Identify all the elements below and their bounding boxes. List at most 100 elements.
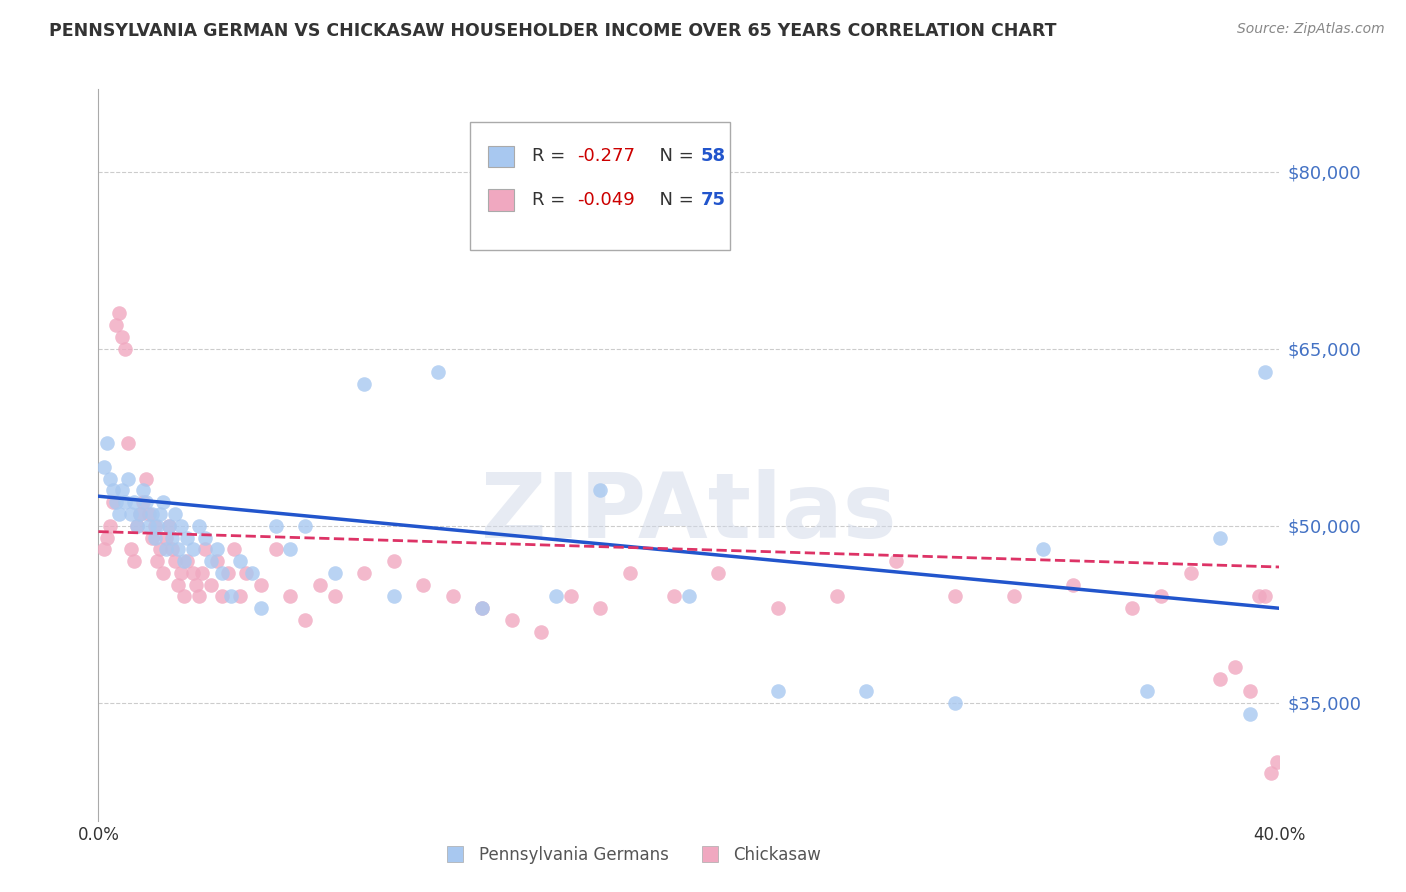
Text: ZIPAtlas: ZIPAtlas	[481, 469, 897, 558]
Point	[98, 518, 121, 533]
Point	[353, 566, 375, 580]
Point	[135, 495, 157, 509]
Point	[167, 542, 190, 557]
Point	[235, 566, 257, 580]
Point	[184, 577, 207, 591]
Point	[1260, 766, 1282, 780]
Point	[162, 542, 183, 557]
Point	[194, 542, 217, 557]
Text: PENNSYLVANIA GERMAN VS CHICKASAW HOUSEHOLDER INCOME OVER 65 YEARS CORRELATION CH: PENNSYLVANIA GERMAN VS CHICKASAW HOUSEHO…	[49, 22, 1057, 40]
Point	[1254, 365, 1277, 379]
Point	[187, 518, 209, 533]
Point	[181, 542, 204, 557]
Point	[165, 507, 187, 521]
Point	[122, 554, 145, 568]
Point	[103, 483, 125, 498]
Point	[1209, 531, 1232, 545]
Point	[132, 483, 155, 498]
Point	[264, 518, 287, 533]
Point	[1002, 590, 1025, 604]
Point	[96, 531, 118, 545]
Point	[191, 566, 214, 580]
Point	[323, 590, 346, 604]
Point	[294, 518, 316, 533]
Point	[155, 542, 177, 557]
Point	[105, 495, 128, 509]
Point	[560, 590, 582, 604]
Point	[200, 577, 222, 591]
Text: 75: 75	[700, 192, 725, 210]
Bar	[488, 189, 515, 211]
Point	[200, 554, 222, 568]
Point	[125, 518, 148, 533]
Point	[98, 471, 121, 485]
Point	[1062, 577, 1084, 591]
Point	[1239, 707, 1261, 722]
Point	[664, 590, 686, 604]
Text: R =: R =	[531, 192, 571, 210]
Point	[176, 531, 198, 545]
Point	[943, 696, 966, 710]
Text: -0.277: -0.277	[576, 147, 634, 166]
Legend: Pennsylvania Germans, Chickasaw: Pennsylvania Germans, Chickasaw	[432, 839, 828, 871]
Point	[157, 518, 180, 533]
Point	[128, 507, 150, 521]
Point	[1225, 660, 1247, 674]
Point	[264, 542, 287, 557]
Point	[589, 601, 612, 615]
Point	[1180, 566, 1202, 580]
Point	[884, 554, 907, 568]
Point	[1136, 684, 1159, 698]
Point	[250, 577, 273, 591]
Point	[1150, 590, 1173, 604]
Point	[141, 507, 163, 521]
Point	[530, 624, 553, 639]
Point	[194, 531, 217, 545]
Point	[162, 531, 183, 545]
Text: N =: N =	[648, 192, 699, 210]
Point	[152, 495, 174, 509]
Text: -0.049: -0.049	[576, 192, 634, 210]
Point	[105, 318, 128, 333]
Text: R =: R =	[531, 147, 571, 166]
Text: 58: 58	[700, 147, 725, 166]
Point	[181, 566, 204, 580]
Point	[114, 342, 136, 356]
Point	[173, 590, 195, 604]
Point	[138, 518, 160, 533]
Point	[122, 495, 145, 509]
Point	[766, 601, 789, 615]
Point	[205, 542, 228, 557]
Point	[825, 590, 848, 604]
Point	[141, 531, 163, 545]
Point	[471, 601, 494, 615]
Point	[143, 518, 166, 533]
Point	[707, 566, 730, 580]
Point	[229, 554, 252, 568]
Point	[766, 684, 789, 698]
Point	[1265, 755, 1288, 769]
Point	[103, 495, 125, 509]
Point	[229, 590, 252, 604]
Point	[167, 577, 190, 591]
Point	[678, 590, 700, 604]
Point	[120, 507, 142, 521]
Point	[120, 542, 142, 557]
Point	[143, 531, 166, 545]
Point	[280, 542, 302, 557]
Point	[173, 554, 195, 568]
Point	[170, 518, 193, 533]
Point	[117, 471, 139, 485]
Point	[132, 495, 155, 509]
Point	[149, 507, 172, 521]
Point	[441, 590, 464, 604]
Point	[187, 590, 209, 604]
Text: N =: N =	[648, 147, 699, 166]
Point	[294, 613, 316, 627]
Text: Source: ZipAtlas.com: Source: ZipAtlas.com	[1237, 22, 1385, 37]
Point	[96, 436, 118, 450]
Point	[619, 566, 641, 580]
Point	[353, 377, 375, 392]
Point	[111, 330, 134, 344]
Point	[135, 471, 157, 485]
